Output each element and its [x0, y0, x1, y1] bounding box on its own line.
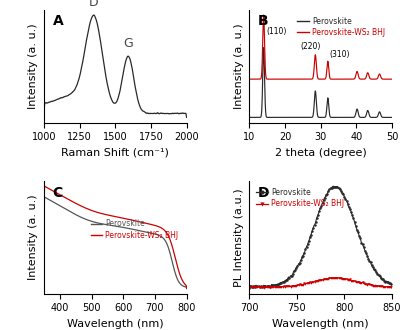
Text: (110): (110): [266, 27, 287, 36]
Legend: Perovskite, Perovskite-WS₂ BHJ: Perovskite, Perovskite-WS₂ BHJ: [253, 185, 347, 211]
Text: B: B: [258, 15, 268, 28]
Y-axis label: Intensity (a. u.): Intensity (a. u.): [234, 23, 244, 109]
Text: D: D: [89, 0, 99, 9]
Legend: Perovskite, Perovskite-WS₂ BHJ: Perovskite, Perovskite-WS₂ BHJ: [88, 216, 181, 243]
Y-axis label: Intensity (a. u.): Intensity (a. u.): [28, 195, 38, 280]
Legend: Perovskite, Perovskite-WS₂ BHJ: Perovskite, Perovskite-WS₂ BHJ: [294, 14, 388, 40]
Text: G: G: [123, 37, 133, 50]
Text: (220): (220): [300, 42, 321, 51]
Text: C: C: [52, 185, 63, 200]
Text: (310): (310): [330, 50, 350, 59]
X-axis label: Wavelength (nm): Wavelength (nm): [272, 319, 369, 329]
Text: D: D: [258, 185, 270, 200]
X-axis label: 2 theta (degree): 2 theta (degree): [275, 148, 366, 158]
X-axis label: Raman Shift (cm⁻¹): Raman Shift (cm⁻¹): [61, 148, 169, 158]
Y-axis label: Intensity (a. u.): Intensity (a. u.): [28, 23, 38, 109]
Text: A: A: [52, 15, 63, 28]
Y-axis label: PL Intensity (a.u.): PL Intensity (a.u.): [234, 188, 244, 287]
X-axis label: Wavelength (nm): Wavelength (nm): [67, 319, 164, 329]
